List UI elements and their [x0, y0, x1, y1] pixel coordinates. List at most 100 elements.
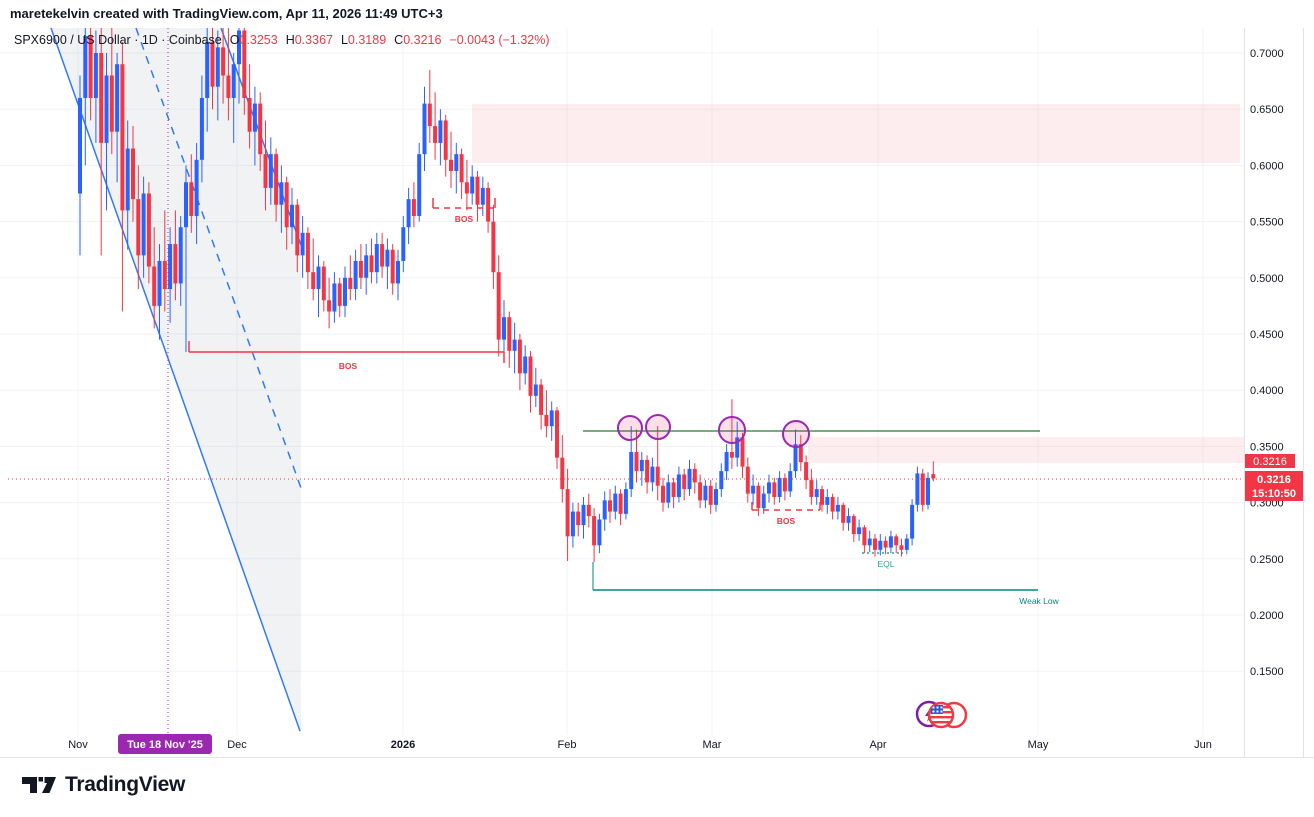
price-tick-label: 0.4000 [1250, 385, 1284, 397]
supply-zone[interactable] [472, 104, 1240, 163]
bos-mark[interactable]: BOS [188, 341, 505, 371]
candle-body [502, 317, 506, 340]
candle-body [888, 536, 893, 548]
candle-body [104, 75, 109, 143]
bos-mark[interactable]: BOS [751, 502, 821, 526]
candle-body [438, 120, 443, 143]
symbol-logo-icon [915, 700, 968, 729]
candle-body [279, 182, 284, 205]
chart-surface[interactable] [0, 28, 1244, 735]
price-axis[interactable] [1244, 28, 1314, 757]
candle-body [608, 500, 612, 512]
candle-body [671, 482, 676, 497]
channel-boundary-line[interactable] [50, 28, 301, 732]
time-tick-label: Feb [558, 739, 577, 751]
candle-body [215, 47, 220, 87]
candle-body [290, 204, 294, 228]
candle-body [125, 148, 130, 211]
candle-body [327, 300, 332, 312]
candle-body [178, 227, 183, 284]
candle-body [99, 53, 104, 143]
candle-body [449, 159, 453, 172]
price-tick-label: 0.1500 [1250, 666, 1284, 678]
price-line-badge [1245, 454, 1295, 468]
candle-body [592, 516, 597, 546]
candle-body [904, 538, 909, 550]
legend-symbol-title[interactable]: SPX6900 / US Dollar · 1D · Coinbase [14, 33, 222, 47]
tradingview-logo[interactable]: TradingView [22, 772, 185, 798]
candle-body [846, 516, 851, 523]
candle-body [724, 452, 729, 472]
candle-body [857, 527, 862, 535]
candle-body [835, 504, 840, 512]
candle-body [205, 41, 210, 98]
candle-body [88, 36, 93, 98]
candle-body [422, 103, 427, 155]
candle-body [793, 444, 798, 472]
candles-group [78, 28, 936, 563]
channel-midline[interactable] [135, 28, 302, 489]
candle-body [268, 154, 273, 188]
highlight-circle[interactable] [782, 420, 810, 448]
candle-body [141, 193, 146, 256]
eql-label: EQL [877, 559, 894, 569]
candle-body [666, 482, 671, 503]
candle-body [157, 260, 162, 306]
bos-mark[interactable]: BOS [432, 198, 496, 224]
candle-body [698, 482, 703, 501]
time-axis[interactable] [0, 735, 1314, 757]
candle-body [295, 204, 300, 256]
candle-body [321, 266, 326, 301]
candle-body [544, 414, 549, 427]
candle-body [565, 489, 570, 537]
date-badge-label: Tue 18 Nov '25 [127, 739, 203, 751]
candle-body [316, 266, 321, 290]
candle-body [427, 103, 432, 127]
candle-body [804, 462, 809, 481]
tradingview-logo-text: TradingView [65, 773, 186, 796]
candle-body [284, 182, 289, 228]
price-tick-label: 0.4500 [1250, 329, 1284, 341]
candle-body [523, 356, 528, 374]
candle-body [343, 277, 347, 306]
candle-body [867, 538, 872, 546]
candle-body [634, 452, 639, 472]
candle-body [851, 516, 856, 535]
highlight-circle[interactable] [718, 416, 746, 444]
price-tick-label: 0.5500 [1250, 217, 1284, 229]
candle-body [549, 410, 554, 427]
us-flag-icon [927, 701, 955, 729]
candle-body [464, 182, 469, 194]
candle-body [899, 545, 904, 550]
candle-body [353, 260, 358, 290]
last-price-badge-value: 0.3216 [1257, 474, 1291, 486]
candle-body [173, 244, 178, 284]
supply-zone[interactable] [808, 437, 1244, 463]
candle-body [274, 154, 279, 205]
candle-body [931, 474, 936, 479]
candle-body [221, 47, 226, 76]
attribution-text: maretekelvin created with TradingView.co… [10, 6, 443, 21]
candle-body [252, 103, 257, 132]
candle-body [115, 64, 120, 132]
highlight-circle[interactable] [645, 414, 671, 440]
chart-legend[interactable]: SPX6900 / US Dollar · 1D · Coinbase O0.32… [14, 33, 550, 47]
highlight-circle[interactable] [617, 415, 643, 441]
candle-body [231, 64, 236, 98]
candle-body [650, 466, 655, 483]
candle-body [486, 187, 491, 222]
candle-body [751, 485, 756, 494]
candle-body [210, 41, 215, 87]
candle-body [411, 199, 416, 216]
candle-body [152, 266, 157, 306]
candle-body [136, 199, 141, 256]
candle-body [661, 485, 665, 503]
candle-body [258, 103, 263, 155]
candle-body [719, 471, 724, 490]
candle-body [162, 260, 167, 290]
candle-body [480, 187, 485, 205]
candle-body [576, 511, 581, 526]
candle-body [517, 339, 522, 374]
